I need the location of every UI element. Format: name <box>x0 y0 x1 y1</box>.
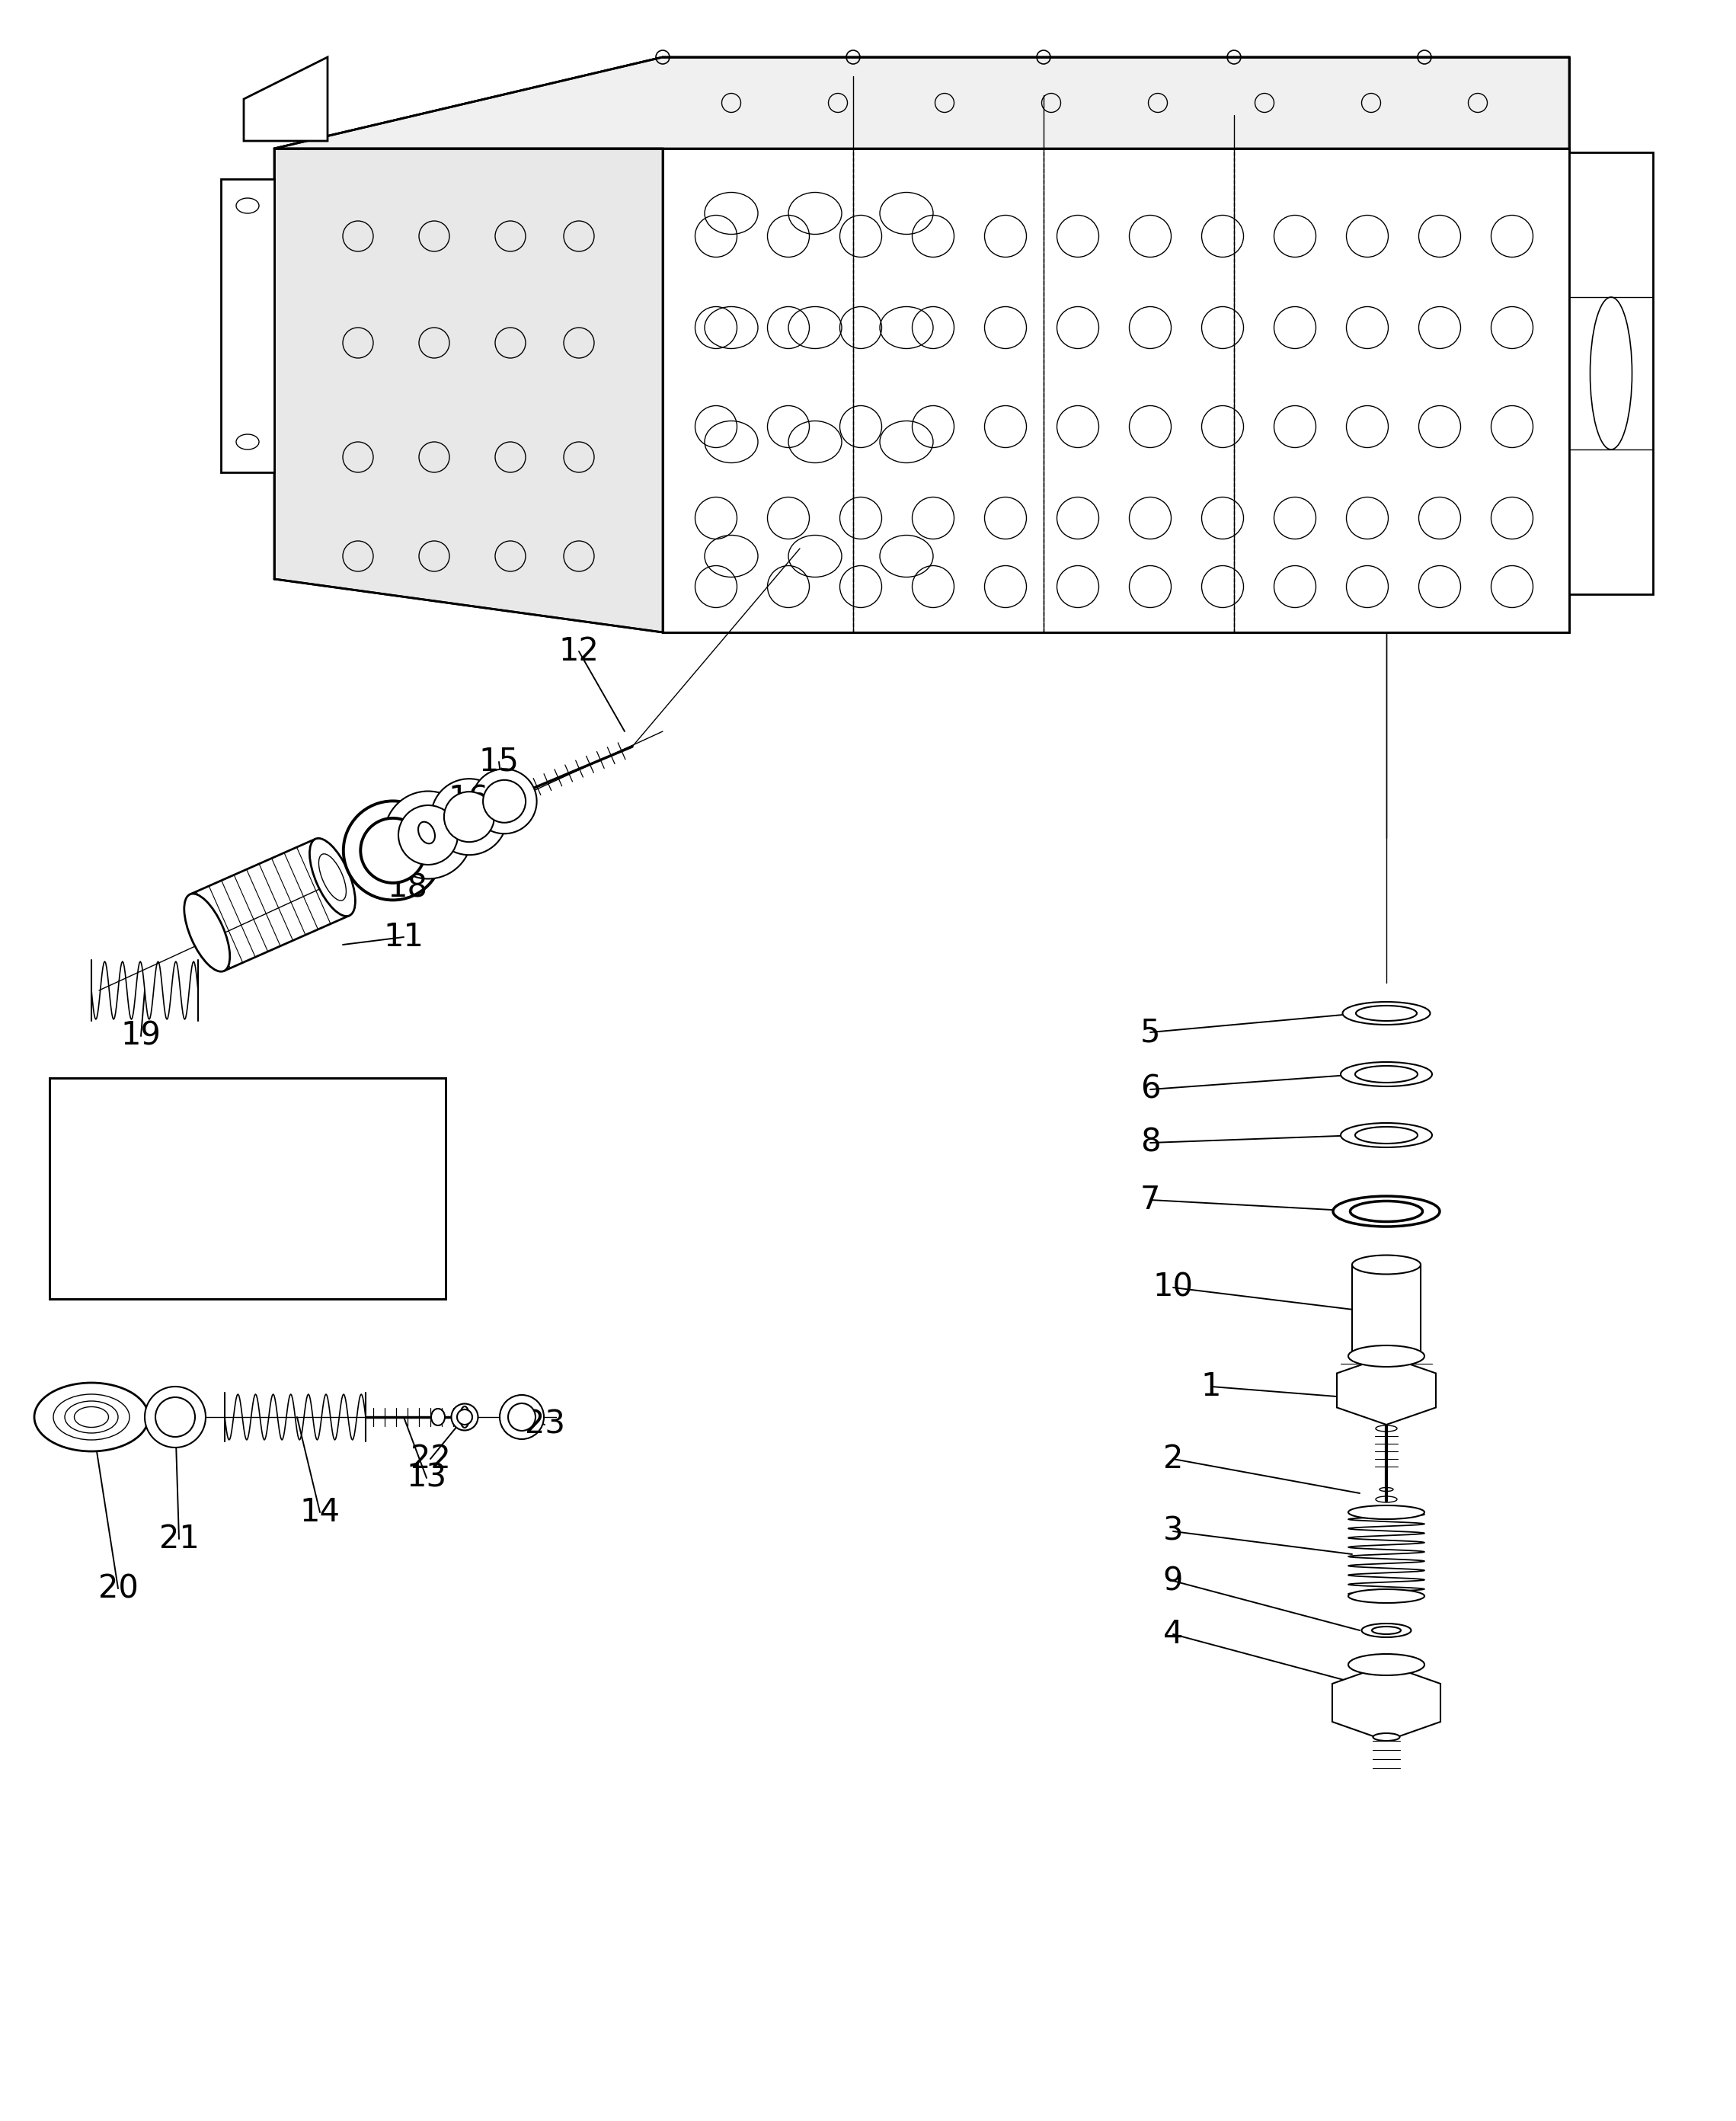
Ellipse shape <box>460 1406 469 1427</box>
Ellipse shape <box>444 791 495 842</box>
Text: 17: 17 <box>410 825 451 857</box>
Ellipse shape <box>431 1408 444 1425</box>
Ellipse shape <box>1356 1126 1418 1143</box>
Text: 16: 16 <box>448 785 488 817</box>
Text: 11: 11 <box>384 921 424 952</box>
Ellipse shape <box>144 1387 205 1447</box>
Polygon shape <box>274 148 663 632</box>
Ellipse shape <box>1349 1345 1425 1366</box>
Ellipse shape <box>1333 1196 1439 1226</box>
Ellipse shape <box>500 1396 543 1440</box>
Ellipse shape <box>1361 1623 1411 1637</box>
Ellipse shape <box>451 1404 477 1430</box>
Ellipse shape <box>1342 1001 1430 1024</box>
Text: 10: 10 <box>1153 1270 1193 1304</box>
Ellipse shape <box>384 791 472 878</box>
Ellipse shape <box>1340 1122 1432 1147</box>
Ellipse shape <box>1349 1506 1425 1519</box>
Text: 4: 4 <box>1163 1618 1184 1650</box>
Ellipse shape <box>457 1410 472 1425</box>
Text: 18: 18 <box>387 872 427 904</box>
Ellipse shape <box>1349 1654 1425 1676</box>
Ellipse shape <box>472 770 536 834</box>
Ellipse shape <box>309 838 356 916</box>
Text: 14: 14 <box>300 1495 340 1529</box>
Polygon shape <box>274 57 1569 148</box>
Text: 22: 22 <box>410 1442 450 1474</box>
Text: 7: 7 <box>1141 1184 1160 1215</box>
Polygon shape <box>1569 153 1653 594</box>
Ellipse shape <box>1352 1256 1420 1275</box>
Text: 12: 12 <box>559 636 599 668</box>
Ellipse shape <box>1352 1347 1420 1366</box>
Ellipse shape <box>418 821 436 844</box>
Ellipse shape <box>1351 1200 1422 1222</box>
Text: 15: 15 <box>479 747 519 778</box>
Ellipse shape <box>1356 1005 1417 1020</box>
Ellipse shape <box>431 778 507 855</box>
Ellipse shape <box>1340 1063 1432 1086</box>
Ellipse shape <box>35 1383 149 1451</box>
Polygon shape <box>663 148 1569 632</box>
Text: 20: 20 <box>97 1572 139 1603</box>
Text: 13: 13 <box>406 1461 446 1493</box>
Polygon shape <box>220 178 274 473</box>
Text: 23: 23 <box>524 1408 564 1440</box>
Ellipse shape <box>398 806 458 865</box>
Ellipse shape <box>344 802 443 899</box>
Ellipse shape <box>1373 1733 1399 1741</box>
Text: 2: 2 <box>1163 1442 1184 1474</box>
Text: 19: 19 <box>122 1020 161 1052</box>
Ellipse shape <box>483 781 526 823</box>
Text: 6: 6 <box>1141 1073 1160 1105</box>
Polygon shape <box>1332 1665 1441 1741</box>
Polygon shape <box>274 57 1569 148</box>
Polygon shape <box>243 57 328 140</box>
Bar <box>1352 1264 1420 1355</box>
Polygon shape <box>1337 1355 1436 1425</box>
Text: 21: 21 <box>160 1523 200 1555</box>
Ellipse shape <box>156 1398 194 1436</box>
Ellipse shape <box>1349 1589 1425 1603</box>
Ellipse shape <box>184 893 229 971</box>
Ellipse shape <box>509 1404 535 1432</box>
Text: 5: 5 <box>1141 1016 1160 1048</box>
Bar <box>50 1077 446 1298</box>
Ellipse shape <box>1371 1627 1401 1633</box>
Text: 3: 3 <box>1163 1514 1184 1548</box>
Ellipse shape <box>1356 1067 1418 1082</box>
Ellipse shape <box>361 819 425 882</box>
Text: 9: 9 <box>1163 1565 1184 1597</box>
Text: 8: 8 <box>1141 1126 1160 1158</box>
Text: 1: 1 <box>1201 1370 1220 1402</box>
